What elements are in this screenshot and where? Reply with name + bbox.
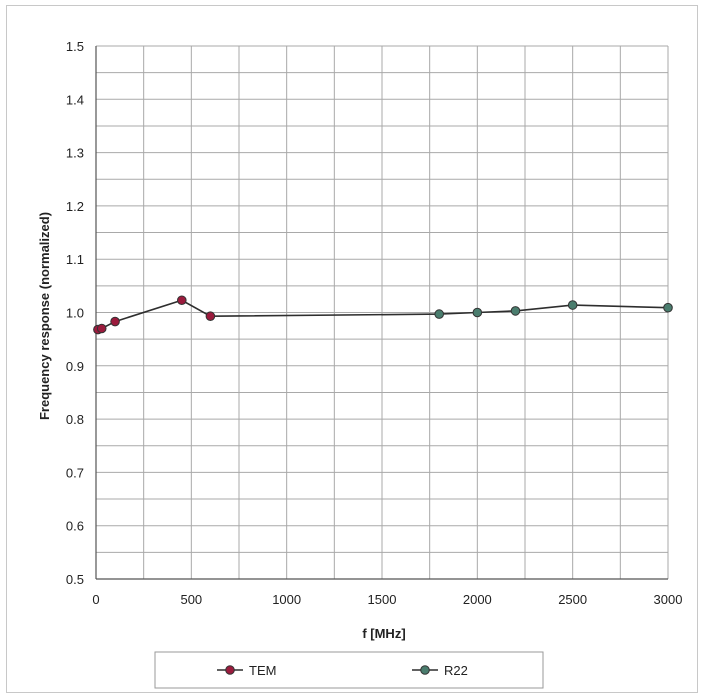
y-tick-label: 0.9: [66, 359, 84, 374]
x-axis-label: f [MHz]: [362, 626, 405, 641]
data-point-tem: [205, 311, 216, 322]
legend-label-r22: R22: [444, 663, 468, 678]
y-axis-label: Frequency response (normalized): [37, 212, 52, 420]
data-point-r22: [663, 302, 673, 313]
y-tick-label: 0.8: [66, 412, 84, 427]
x-tick-label: 2000: [463, 592, 492, 607]
data-point-tem: [96, 323, 107, 334]
legend-label-tem: TEM: [249, 663, 276, 678]
x-tick-labels: 0 500 1000 1500 2000 2500 3000: [92, 592, 682, 607]
chart-svg: 0.5 0.6 0.7 0.8 0.9 1.0 1.1 1.2 1.3 1.4 1.5 0 500 10…: [37, 39, 682, 689]
legend-swatch-marker-r22: [420, 665, 430, 675]
x-tick-label: 1500: [368, 592, 397, 607]
data-point-r22: [472, 307, 483, 318]
y-tick-label: 1.1: [66, 252, 84, 267]
series-layer: [93, 295, 673, 335]
y-tick-label: 1.5: [66, 39, 84, 54]
axes: [95, 46, 668, 580]
grid-lines: [95, 45, 669, 580]
y-tick-label: 1.0: [66, 306, 84, 321]
data-point-r22: [434, 309, 445, 319]
y-tick-label: 0.7: [66, 465, 84, 480]
chart-frame: 0.5 0.6 0.7 0.8 0.9 1.0 1.1 1.2 1.3 1.4 1.5 0 500 10…: [6, 5, 698, 693]
legend-swatch-marker-tem: [225, 665, 235, 675]
series-line-r22: [210, 304, 669, 318]
y-tick-labels: 0.5 0.6 0.7 0.8 0.9 1.0 1.1 1.2 1.3 1.4 1.5: [66, 39, 84, 587]
data-point-r22: [510, 306, 521, 316]
y-tick-label: 0.5: [66, 572, 84, 587]
legend-box: [154, 651, 544, 689]
y-tick-label: 1.2: [66, 199, 84, 214]
data-point-tem: [110, 316, 120, 327]
y-tick-label: 1.4: [66, 92, 84, 107]
data-point-tem: [177, 295, 187, 306]
y-tick-label: 0.6: [66, 519, 84, 534]
data-point-r22: [567, 300, 578, 310]
x-tick-label: 2500: [558, 592, 587, 607]
x-tick-label: 0: [92, 592, 99, 607]
x-tick-label: 1000: [272, 592, 301, 607]
legend: TEM R22: [154, 651, 544, 689]
y-tick-label: 1.3: [66, 146, 84, 161]
x-tick-label: 3000: [654, 592, 683, 607]
x-tick-label: 500: [180, 592, 202, 607]
